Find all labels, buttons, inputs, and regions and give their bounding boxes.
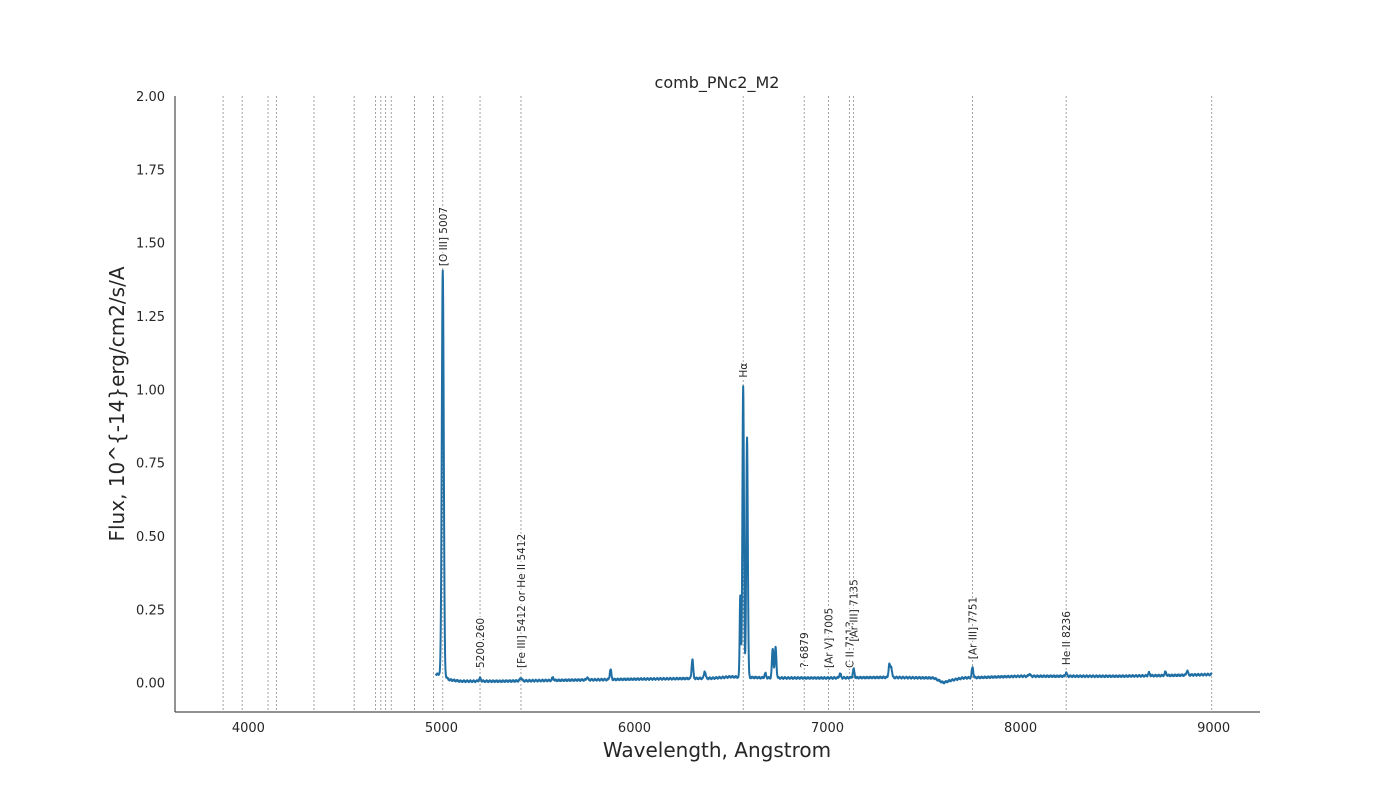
line-label: [Ar V] 7005 [824, 608, 836, 668]
line-label: [Ar III] 7751 [968, 597, 980, 659]
x-axis-label: Wavelength, Angstrom [603, 738, 831, 762]
chart-title: comb_PNc2_M2 [655, 73, 780, 93]
x-tick-label: 4000 [232, 721, 265, 736]
line-label: [O III] 5007 [438, 207, 450, 266]
x-ticks: 4000 5000 6000 7000 8000 9000 [232, 721, 1230, 736]
y-tick-label: 2.00 [136, 90, 165, 105]
y-tick-label: 1.00 [136, 383, 165, 398]
line-label: [Fe III] 5412 or He II 5412 [516, 534, 528, 668]
line-label: 5200.260 [475, 618, 487, 668]
y-axis-label: Flux, 10^{-14}erg/cm2/s/A [105, 266, 129, 541]
line-label: He II 8236 [1061, 611, 1073, 665]
y-tick-label: 1.25 [136, 310, 165, 325]
y-ticks: 0.00 0.25 0.50 0.75 1.00 1.25 1.50 1.75 2.00 [136, 90, 165, 692]
line-label: Hα [738, 363, 750, 378]
x-tick-label: 9000 [1197, 721, 1230, 736]
y-tick-label: 0.50 [136, 530, 165, 545]
line-label: ? 6879 [799, 632, 811, 668]
y-tick-label: 0.00 [136, 677, 165, 692]
y-tick-label: 0.75 [136, 457, 165, 472]
x-tick-label: 6000 [618, 721, 651, 736]
y-tick-label: 0.25 [136, 603, 165, 618]
x-tick-label: 5000 [425, 721, 458, 736]
x-tick-label: 8000 [1004, 721, 1037, 736]
line-labels: [O III] 5007 5200.260 [Fe III] 5412 or He … [436, 205, 1074, 669]
axis-spines [174, 96, 1260, 713]
x-tick-label: 7000 [811, 721, 844, 736]
spectrum-series-line [434, 269, 1213, 685]
line-label: [Ar III] 7135 [849, 579, 861, 641]
y-tick-label: 1.75 [136, 163, 165, 178]
y-tick-label: 1.50 [136, 237, 165, 252]
line-label: C II 7113 [844, 621, 856, 668]
